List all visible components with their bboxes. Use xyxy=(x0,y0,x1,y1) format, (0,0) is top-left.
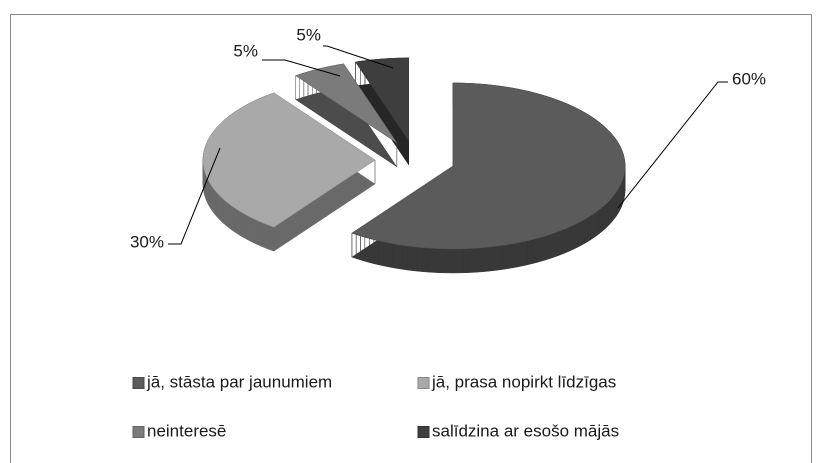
legend-swatch xyxy=(417,377,430,389)
data-label: 30% xyxy=(130,232,164,251)
data-label: 5% xyxy=(233,41,258,60)
data-label: 60% xyxy=(732,69,766,88)
slice xyxy=(295,63,398,144)
legend-label: jā, prasa nopirkt līdzīgas xyxy=(431,372,616,391)
legend-label: neinteresē xyxy=(147,421,226,440)
leader-line xyxy=(617,81,728,209)
data-label: 5% xyxy=(296,25,321,44)
slice xyxy=(355,57,409,142)
legend-swatch xyxy=(417,426,430,438)
slice xyxy=(351,82,626,250)
legend-label: jā, stāsta par jaunumiem xyxy=(146,372,332,391)
legend-swatch xyxy=(132,377,145,389)
leader-line xyxy=(262,59,341,77)
legend-label: salīdzina ar esošo mājās xyxy=(432,421,619,440)
leader-line xyxy=(323,45,394,69)
leader-line xyxy=(168,147,221,245)
slice xyxy=(202,92,376,228)
legend-swatch xyxy=(132,426,145,438)
